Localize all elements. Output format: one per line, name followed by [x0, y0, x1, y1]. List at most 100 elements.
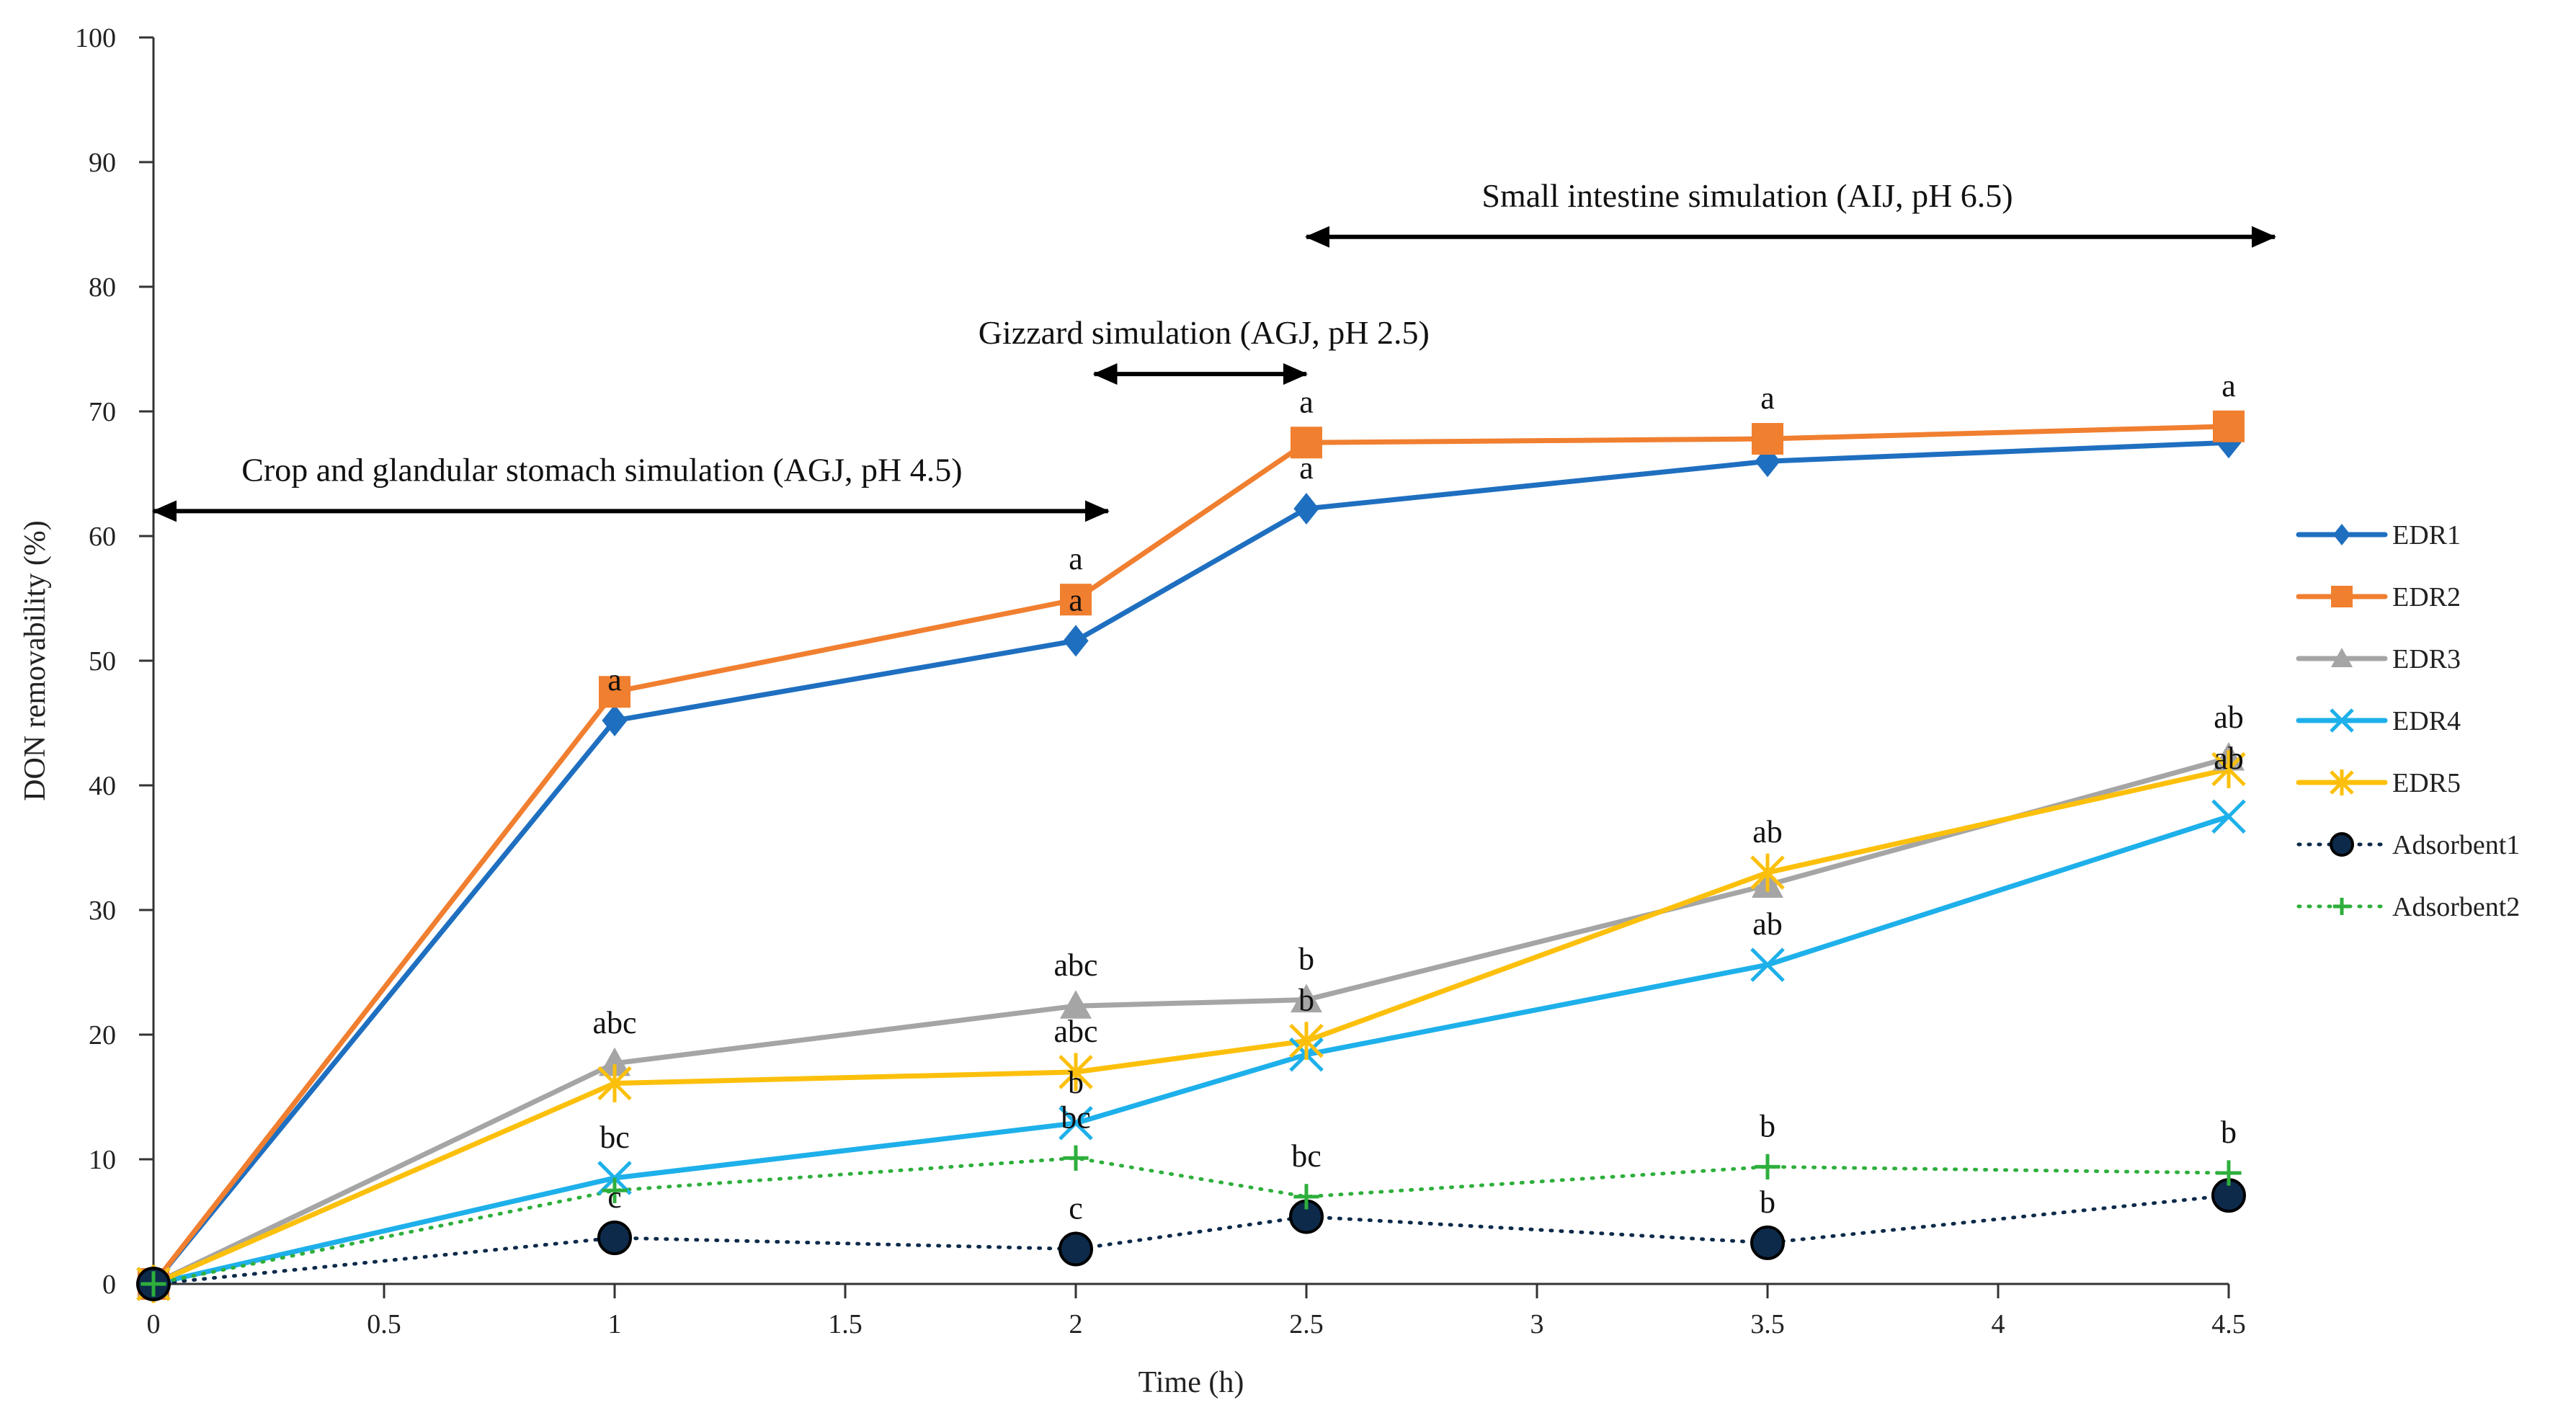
legend-marker-edr3 — [2331, 648, 2353, 667]
marker-edr5 — [1750, 853, 1785, 892]
significance-label: a — [1069, 582, 1083, 617]
significance-label: abc — [592, 1005, 636, 1040]
significance-label: ab — [2214, 741, 2244, 776]
series-line-adsorbent2 — [151, 1156, 2231, 1286]
y-tick-label: 60 — [89, 522, 116, 552]
y-tick-label: 40 — [89, 771, 116, 801]
marker-adsorbent1 — [1059, 1231, 1093, 1267]
series-line-edr3 — [151, 755, 2232, 1287]
series-markers — [136, 410, 2246, 1303]
marker-edr5 — [1059, 1053, 1093, 1092]
legend-marker-edr5 — [2330, 770, 2354, 795]
phase-label: Crop and glandular stomach simulation (A… — [241, 451, 962, 488]
significance-label: b — [1760, 1108, 1775, 1143]
significance-label: ab — [1752, 814, 1783, 849]
x-tick-label: 2.5 — [1289, 1309, 1324, 1339]
legend-marker-edr4 — [2330, 708, 2354, 733]
significance-label: a — [607, 662, 622, 697]
marker-adsorbent2 — [141, 1271, 166, 1297]
marker-edr3 — [1060, 990, 1092, 1019]
y-tick-label: 20 — [89, 1020, 116, 1050]
marker-edr2 — [599, 676, 630, 708]
x-tick-label: 0.5 — [367, 1309, 401, 1339]
series-line-edr2 — [151, 424, 2232, 1287]
x-tick-label: 1 — [608, 1309, 622, 1339]
legend-label: Adsorbent1 — [2392, 830, 2520, 860]
marker-adsorbent2 — [1293, 1184, 1319, 1210]
marker-edr2 — [1752, 423, 1783, 455]
significance-label: a — [1069, 541, 1083, 576]
legend-marker-edr2 — [2331, 586, 2353, 607]
significance-label: bc — [1291, 1138, 1322, 1174]
significance-label: bc — [1061, 1099, 1091, 1135]
marker-adsorbent1 — [597, 1220, 632, 1255]
significance-label: a — [1299, 450, 1314, 486]
marker-adsorbent1 — [1750, 1225, 1785, 1260]
legend-label: EDR2 — [2392, 582, 2461, 612]
significance-label: bc — [600, 1120, 630, 1155]
y-tick-label: 50 — [89, 646, 116, 677]
series-line-adsorbent1 — [151, 1193, 2231, 1286]
significance-label: c — [607, 1179, 622, 1215]
y-tick-label: 0 — [102, 1270, 116, 1300]
marker-edr2 — [1060, 584, 1092, 616]
significance-label: b — [1298, 942, 1314, 977]
y-tick-label: 80 — [89, 272, 116, 303]
significance-label: b — [2221, 1115, 2237, 1150]
series-line-edr4 — [151, 813, 2232, 1287]
y-axis-title: DON removability (%) — [19, 520, 52, 801]
x-tick-label: 4.5 — [2211, 1309, 2246, 1339]
significance-label: abc — [1053, 947, 1097, 983]
x-tick-label: 0 — [147, 1309, 161, 1339]
legend-label: EDR4 — [2392, 706, 2461, 736]
phase-label: Small intestine simulation (AIJ, pH 6.5) — [1481, 177, 2013, 214]
legend-label: EDR1 — [2392, 520, 2461, 550]
legend-marker-edr1 — [2333, 524, 2350, 545]
phase-label: Gizzard simulation (AGJ, pH 2.5) — [979, 314, 1430, 351]
marker-edr4 — [1750, 947, 1785, 982]
significance-label: a — [1299, 384, 1314, 419]
legend-label: EDR5 — [2392, 768, 2461, 798]
significance-label: abc — [1053, 1014, 1097, 1049]
series-lines — [151, 424, 2232, 1287]
y-tick-label: 100 — [75, 23, 116, 53]
legend: EDR1 EDR2 EDR3 EDR4 EDR5 Adsorbent1 Adsorbent2 — [2296, 520, 2520, 922]
significance-label: ab — [1752, 906, 1783, 942]
significance-label: a — [2221, 368, 2236, 403]
series-line-edr5 — [151, 767, 2232, 1287]
y-tick-label: 30 — [89, 896, 116, 926]
marker-adsorbent2 — [602, 1177, 628, 1203]
significance-label: c — [1069, 1191, 1083, 1226]
y-tick-label: 90 — [89, 148, 116, 178]
x-tick-label: 4 — [1992, 1309, 2005, 1339]
significance-label: b — [1760, 1185, 1775, 1220]
x-tick-label: 3 — [1530, 1309, 1544, 1339]
marker-adsorbent2 — [1755, 1154, 1781, 1179]
marker-edr1 — [1293, 492, 1319, 525]
marker-edr5 — [597, 1064, 632, 1102]
marker-adsorbent2 — [2216, 1160, 2242, 1186]
marker-edr4 — [2211, 799, 2246, 834]
y-tick-label: 10 — [89, 1145, 116, 1175]
legend-label: EDR3 — [2392, 644, 2461, 674]
x-tick-label: 2 — [1069, 1309, 1083, 1339]
marker-edr2 — [2213, 410, 2245, 442]
axes: 0 10 20 30 40 50 60 70 80 90 100 0 0.5 1 1.5 2 2.5 3 3.5 4 4… — [19, 23, 2246, 1399]
x-tick-label: 3.5 — [1750, 1309, 1785, 1339]
marker-adsorbent2 — [1063, 1145, 1089, 1171]
marker-edr2 — [1291, 427, 1322, 459]
series-line-edr1 — [151, 440, 2232, 1287]
marker-edr3 — [1291, 983, 1322, 1013]
marker-edr5 — [1289, 1022, 1324, 1061]
significance-label: a — [1760, 380, 1775, 416]
marker-edr1 — [602, 705, 628, 737]
phase-annotations: Crop and glandular stomach simulation (A… — [152, 177, 2276, 522]
significance-label: b — [1068, 1065, 1084, 1100]
x-axis-title: Time (h) — [1138, 1366, 1244, 1399]
y-tick-label: 70 — [89, 397, 116, 427]
marker-edr3 — [599, 1047, 630, 1076]
legend-marker-adsorbent1 — [2330, 832, 2354, 857]
marker-edr5 — [2211, 750, 2246, 788]
